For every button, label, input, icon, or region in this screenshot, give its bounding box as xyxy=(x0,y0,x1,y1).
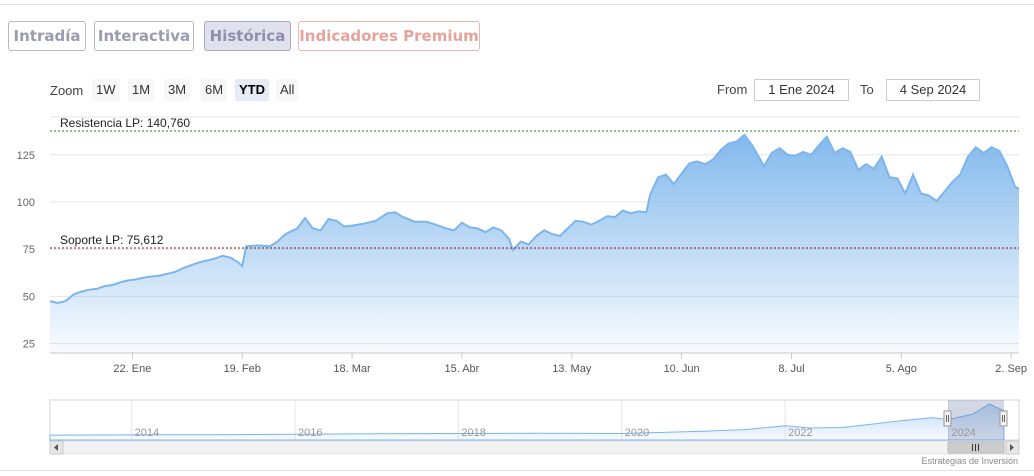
to-date-input[interactable]: 4 Sep 2024 xyxy=(886,79,980,101)
price-area xyxy=(50,134,1019,353)
navigator-year-label: 2022 xyxy=(788,427,812,439)
date-range: From 1 Ene 2024 To 4 Sep 2024 xyxy=(716,79,986,101)
bottom-divider xyxy=(0,470,1034,471)
y-tick-label: 50 xyxy=(23,291,35,303)
scrollbar-track[interactable] xyxy=(49,440,1020,455)
y-tick-label: 75 xyxy=(23,244,35,256)
x-tick-label: 15. Abr xyxy=(444,363,479,375)
x-tick-label: 5. Ago xyxy=(886,363,917,375)
zoom-label: Zoom xyxy=(50,83,84,98)
scroll-right-button[interactable] xyxy=(1005,440,1020,455)
navigator[interactable]: 2014 2016 2018 2020 2022 2024 xyxy=(49,399,1020,441)
from-label: From xyxy=(717,82,748,97)
y-tick-label: 25 xyxy=(23,339,35,351)
navigator-year-label: 2018 xyxy=(461,427,485,439)
resistance-label: Resistencia LP: 140,760 xyxy=(60,116,190,130)
tab-interactiva[interactable]: Interactiva xyxy=(94,21,194,51)
top-divider xyxy=(0,4,1034,5)
support-label: Soporte LP: 75,612 xyxy=(60,233,164,247)
x-tick-label: 13. May xyxy=(552,363,592,375)
x-tick-label: 8. Jul xyxy=(778,363,804,375)
plot-lines: Resistencia LP: 140,760 Soporte LP: 75,61… xyxy=(50,116,1019,249)
navigator-year-label: 2016 xyxy=(298,427,322,439)
navigator-year-labels: 2014 2016 2018 2020 2022 2024 xyxy=(135,427,976,439)
scrollbar[interactable] xyxy=(49,440,1020,455)
navigator-year-label: 2014 xyxy=(135,427,159,439)
zoom-3m-button[interactable]: 3M xyxy=(164,79,191,101)
x-axis-labels: 22. Ene 19. Feb 18. Mar 15. Abr 13. May 10. J… xyxy=(113,353,1027,375)
zoom-ytd-button[interactable]: YTD xyxy=(235,79,269,101)
navigator-left-handle[interactable] xyxy=(943,410,952,427)
navigator-right-handle[interactable] xyxy=(999,410,1008,427)
from-date-input[interactable]: 1 Ene 2024 xyxy=(754,79,849,101)
zoom-all-button[interactable]: All xyxy=(276,79,299,101)
navigator-year-label: 2024 xyxy=(951,427,975,439)
tab-indicadores-premium[interactable]: Indicadores Premium xyxy=(298,21,480,51)
y-tick-label: 125 xyxy=(17,150,35,162)
zoom-6m-button[interactable]: 6M xyxy=(201,79,228,101)
to-label: To xyxy=(860,82,874,97)
zoom-1m-button[interactable]: 1M xyxy=(128,79,155,101)
x-tick-label: 18. Mar xyxy=(333,363,371,375)
navigator-year-label: 2020 xyxy=(625,427,649,439)
x-tick-label: 2. Sep xyxy=(995,363,1027,375)
tab-intradia[interactable]: Intradía xyxy=(8,21,86,51)
x-tick-label: 22. Ene xyxy=(113,363,151,375)
navigator-mask[interactable] xyxy=(948,400,1004,440)
price-line xyxy=(49,133,1020,305)
navigator-area xyxy=(49,403,1005,441)
credits-label: Estrategias de Inversión xyxy=(921,456,1018,466)
scroll-left-button[interactable] xyxy=(49,440,64,455)
zoom-1w-button[interactable]: 1W xyxy=(92,79,120,101)
x-tick-label: 10. Jun xyxy=(664,363,700,375)
tab-historica[interactable]: Histórica xyxy=(204,21,291,51)
scrollbar-thumb[interactable] xyxy=(947,441,1005,454)
x-tick-label: 19. Feb xyxy=(224,363,261,375)
y-tick-label: 100 xyxy=(17,197,35,209)
y-axis-labels: 25 50 75 100 125 xyxy=(17,150,35,351)
